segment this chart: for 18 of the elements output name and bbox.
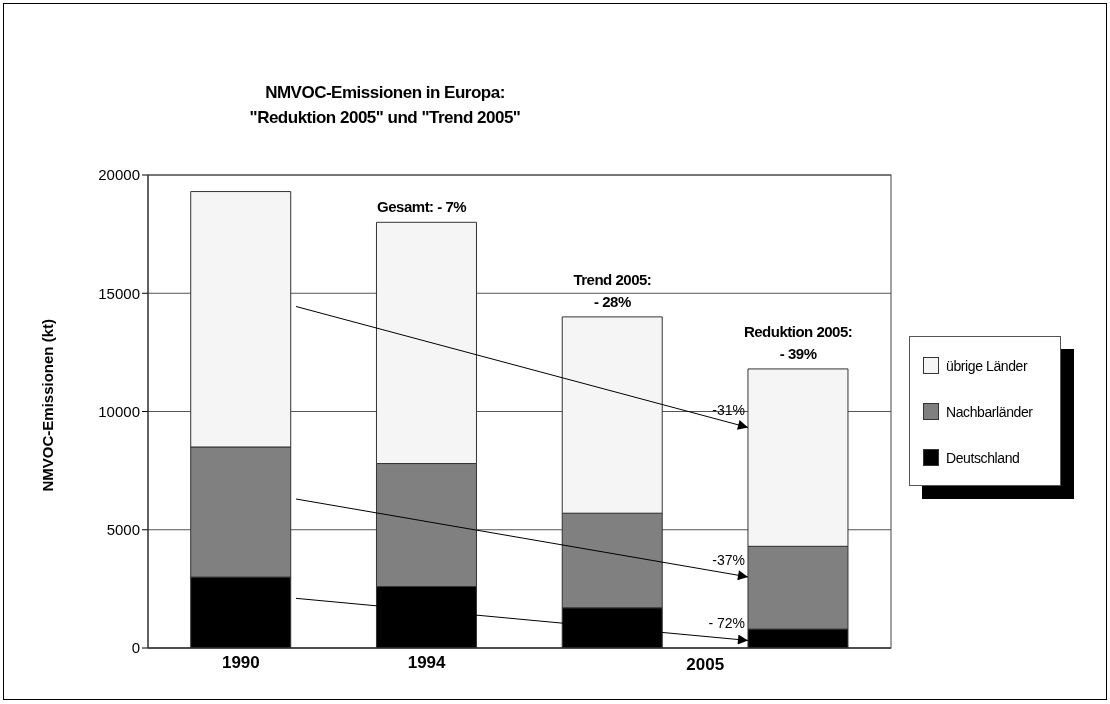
annotation: Trend 2005: - 28% <box>573 270 652 310</box>
annotation: -37% <box>712 551 745 568</box>
y-axis-title: NMVOC-Emissionen (kt) <box>39 318 57 492</box>
legend-label: Deutschland <box>946 449 1020 466</box>
annotation: Reduktion 2005: - 39% <box>743 322 853 362</box>
y-tick-label: 10000 <box>98 402 140 420</box>
x-tick-label: 1994 <box>407 653 447 673</box>
legend-label: Nachbarländer <box>946 403 1033 420</box>
chart-title: NMVOC-Emissionen in Europa: "Reduktion 2005" und "Trend 2005" <box>248 82 522 129</box>
text: 2005 <box>686 655 725 674</box>
y-tick-label: 5000 <box>106 521 140 539</box>
annotation: Gesamt: - 7% <box>377 198 467 216</box>
legend-label: übrige Länder <box>946 357 1028 374</box>
y-tick-label: 15000 <box>98 284 140 302</box>
y-tick-label: 20000 <box>98 166 140 184</box>
x-tick-label: 1990 <box>221 653 260 673</box>
annotation: - 72% <box>708 615 745 632</box>
y-tick-label: 0 <box>131 639 140 657</box>
